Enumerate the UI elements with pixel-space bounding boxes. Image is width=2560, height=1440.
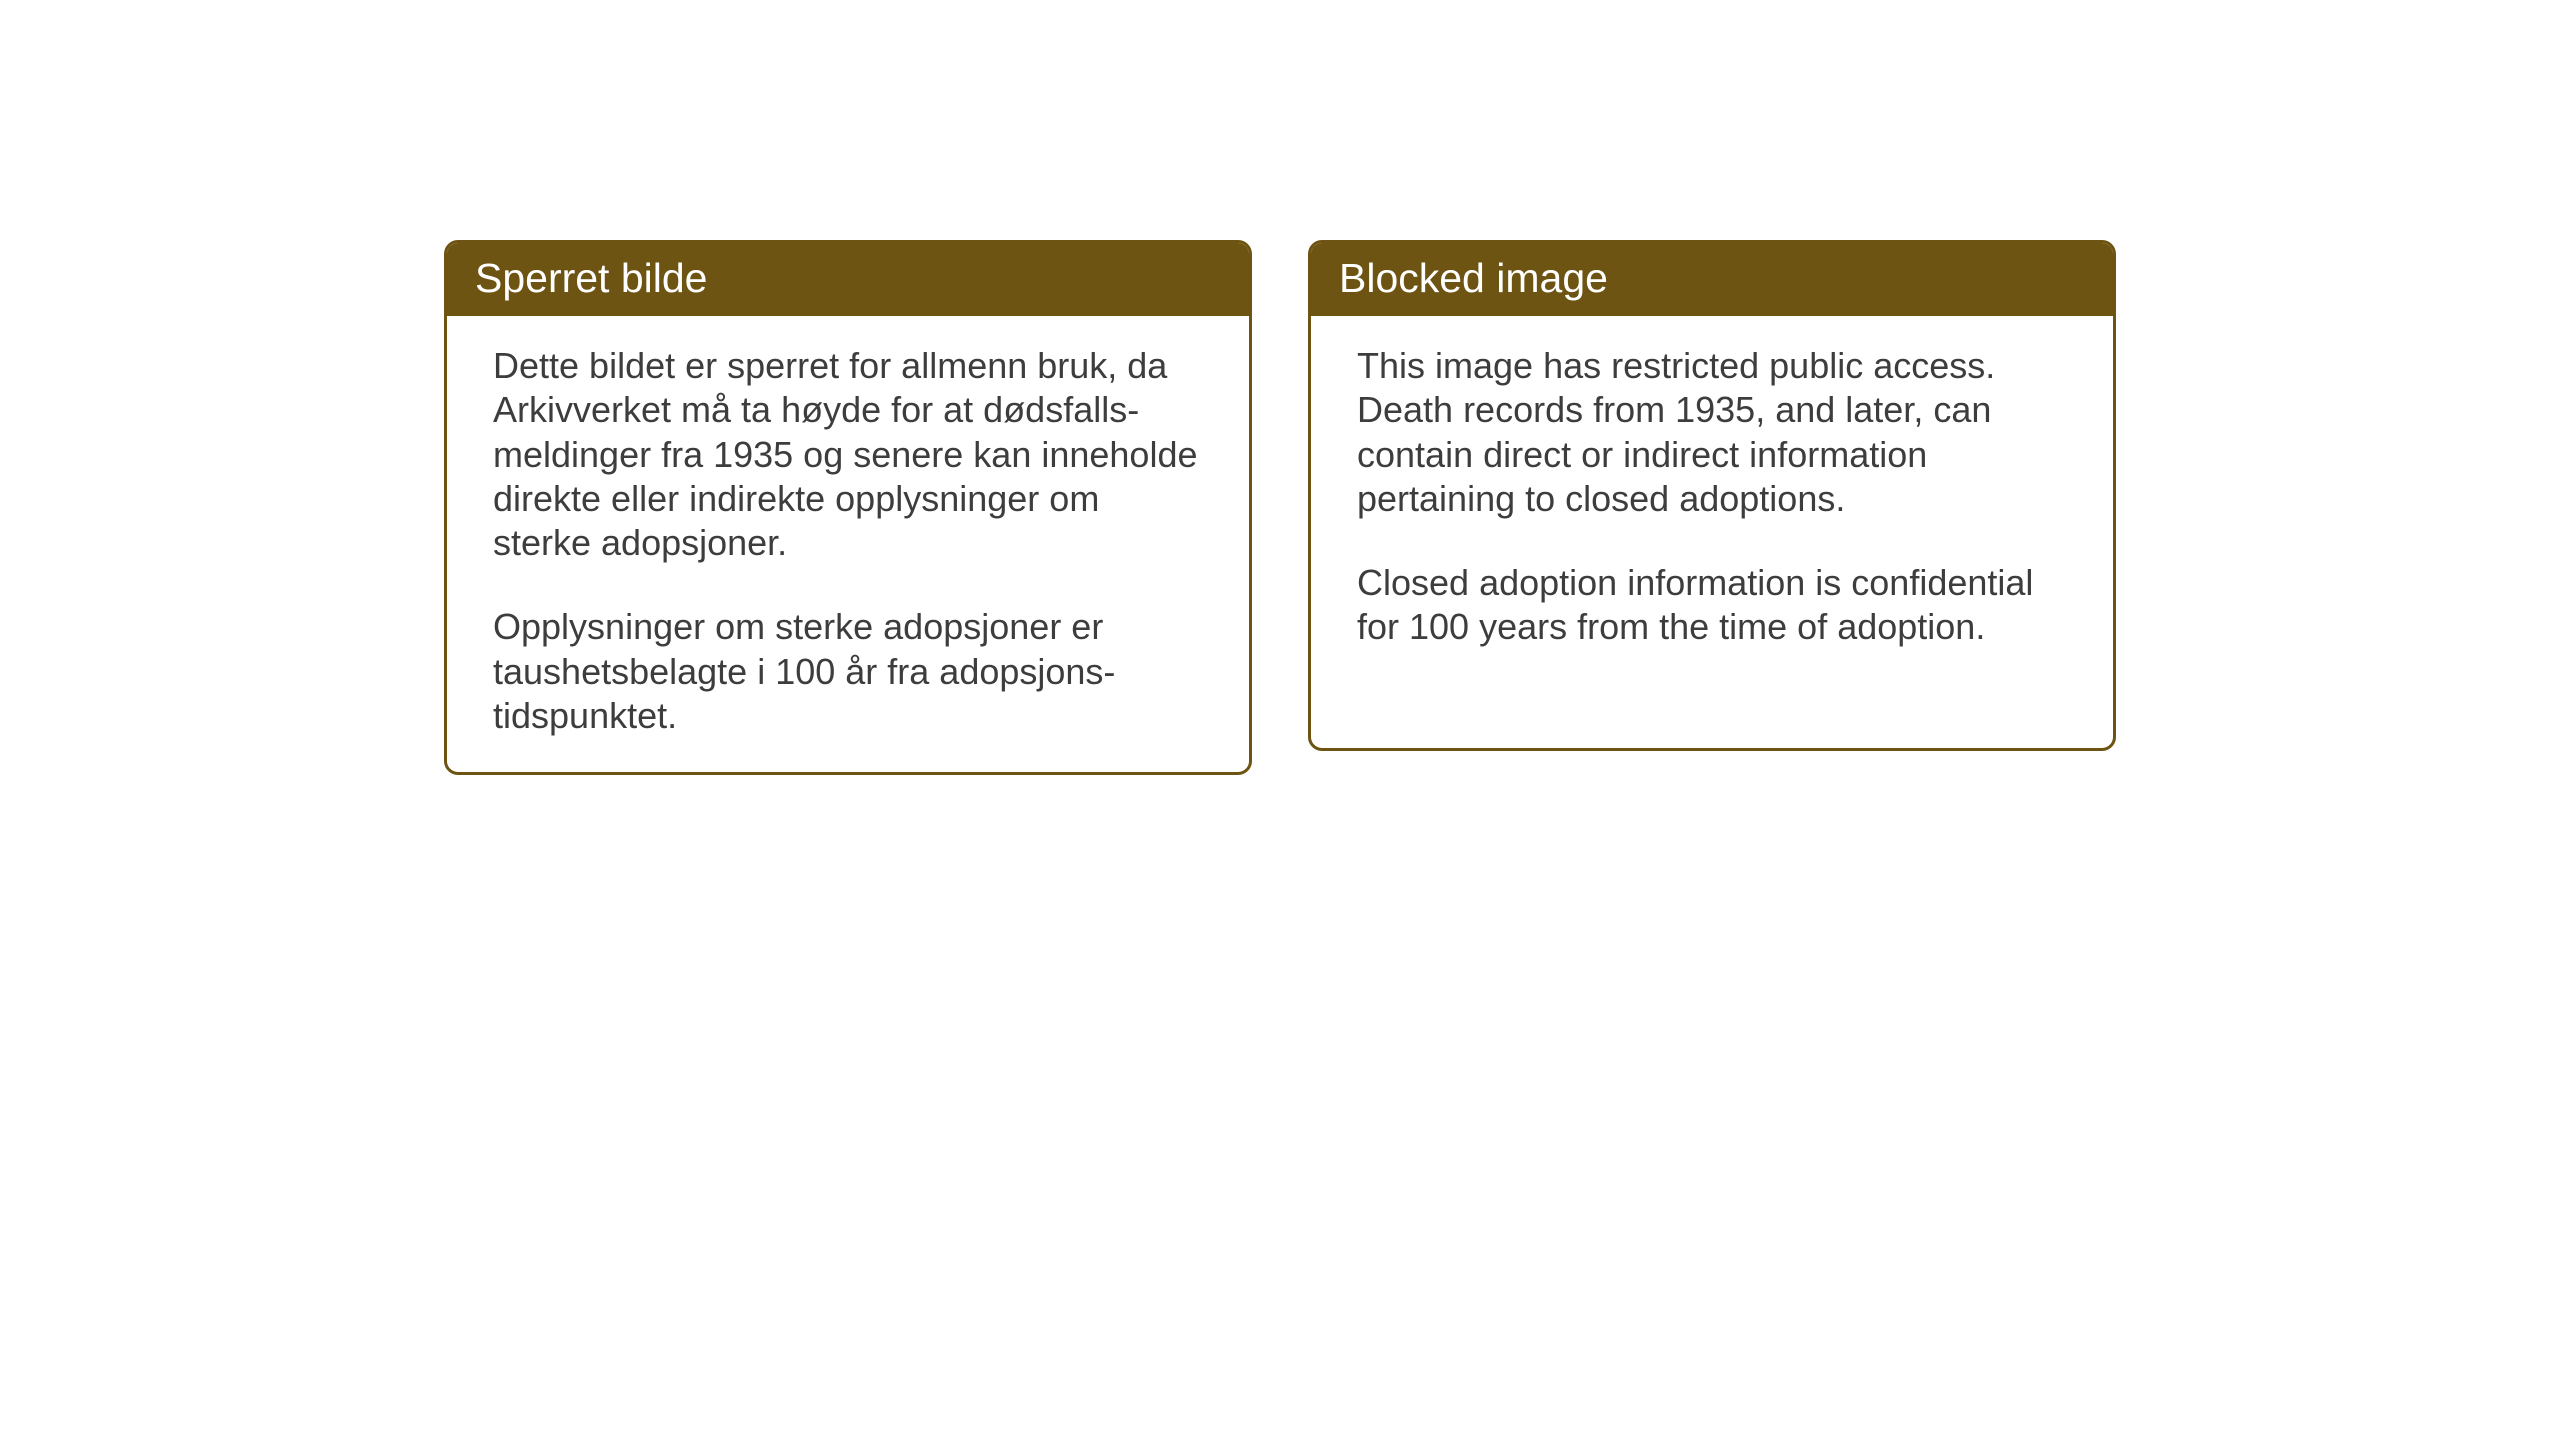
card-body-norwegian: Dette bildet er sperret for allmenn bruk… (447, 316, 1249, 772)
card-paragraph-1-english: This image has restricted public access.… (1357, 344, 2067, 521)
card-paragraph-2-norwegian: Opplysninger om sterke adopsjoner er tau… (493, 605, 1203, 738)
card-body-english: This image has restricted public access.… (1311, 316, 2113, 684)
card-paragraph-2-english: Closed adoption information is confident… (1357, 561, 2067, 650)
notice-card-norwegian: Sperret bilde Dette bildet er sperret fo… (444, 240, 1252, 775)
notice-card-english: Blocked image This image has restricted … (1308, 240, 2116, 751)
card-paragraph-1-norwegian: Dette bildet er sperret for allmenn bruk… (493, 344, 1203, 565)
card-title-english: Blocked image (1311, 243, 2113, 316)
notice-cards-container: Sperret bilde Dette bildet er sperret fo… (444, 240, 2116, 775)
card-title-norwegian: Sperret bilde (447, 243, 1249, 316)
